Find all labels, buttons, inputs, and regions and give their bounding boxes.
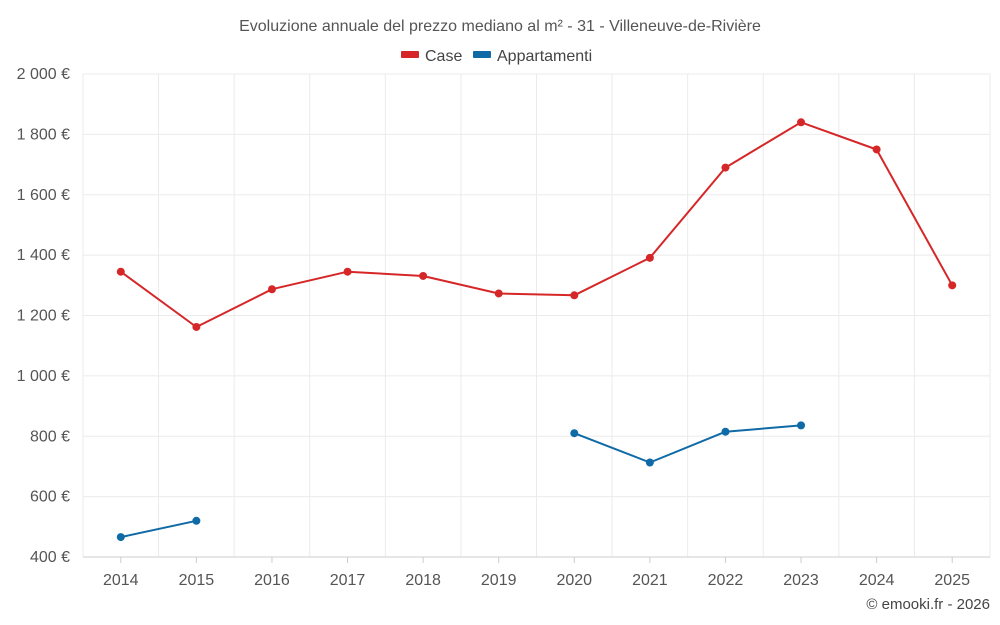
x-tick-label: 2014 xyxy=(103,572,139,589)
x-tick-label: 2022 xyxy=(708,572,744,589)
data-point xyxy=(267,285,276,294)
data-point xyxy=(797,118,806,127)
x-tick-label: 2023 xyxy=(783,572,819,589)
y-tick-label: 400 € xyxy=(30,549,70,566)
legend-label: Case xyxy=(425,48,462,65)
y-tick-label: 1 800 € xyxy=(17,126,70,143)
data-point xyxy=(192,322,201,331)
y-tick-label: 1 400 € xyxy=(17,247,70,264)
legend-swatch xyxy=(401,51,419,58)
data-point xyxy=(721,427,730,436)
x-tick-label: 2016 xyxy=(254,572,290,589)
x-tick-label: 2015 xyxy=(179,572,215,589)
x-tick-label: 2019 xyxy=(481,572,517,589)
data-point xyxy=(570,429,579,438)
gridlines xyxy=(82,73,991,558)
y-tick-label: 800 € xyxy=(30,428,70,445)
y-tick-label: 1 600 € xyxy=(17,187,70,204)
data-point xyxy=(872,145,881,154)
x-tick-label: 2018 xyxy=(405,572,441,589)
series-case xyxy=(116,118,957,331)
series-layer xyxy=(116,118,957,542)
data-point xyxy=(494,289,503,298)
series-line xyxy=(120,519,197,539)
x-tick-label: 2024 xyxy=(859,572,895,589)
legend-item-case: Case xyxy=(401,48,462,65)
y-tick-label: 600 € xyxy=(30,489,70,506)
legend: Case Appartamenti xyxy=(401,48,592,65)
legend-item-appartamenti: Appartamenti xyxy=(473,48,592,65)
data-point xyxy=(645,253,654,262)
series-line xyxy=(120,121,954,328)
series-appartamenti xyxy=(116,421,806,542)
data-point xyxy=(645,458,654,467)
x-tick-label: 2025 xyxy=(934,572,970,589)
legend-label: Appartamenti xyxy=(497,48,592,65)
axes: 400 € 600 € 800 € 1 000 € 1 200 € 1 400 € 1 60… xyxy=(17,66,990,589)
y-tick-label: 1 200 € xyxy=(17,308,70,325)
data-point xyxy=(192,516,201,525)
data-point xyxy=(948,281,957,290)
legend-swatch xyxy=(473,51,491,58)
y-tick-label: 2 000 € xyxy=(17,66,70,83)
credit-text: © emooki.fr - 2026 xyxy=(866,596,990,613)
chart-title: Evoluzione annuale del prezzo mediano al… xyxy=(239,18,761,35)
data-point xyxy=(721,163,730,172)
data-point xyxy=(116,267,125,276)
x-tick-label: 2021 xyxy=(632,572,668,589)
y-tick-label: 1 000 € xyxy=(17,368,70,385)
x-tick-label: 2020 xyxy=(556,572,592,589)
data-point xyxy=(419,271,428,280)
series-line xyxy=(573,424,802,464)
x-tick-label: 2017 xyxy=(330,572,366,589)
data-point xyxy=(116,533,125,542)
data-point xyxy=(343,267,352,276)
data-point xyxy=(797,421,806,430)
data-point xyxy=(570,291,579,300)
